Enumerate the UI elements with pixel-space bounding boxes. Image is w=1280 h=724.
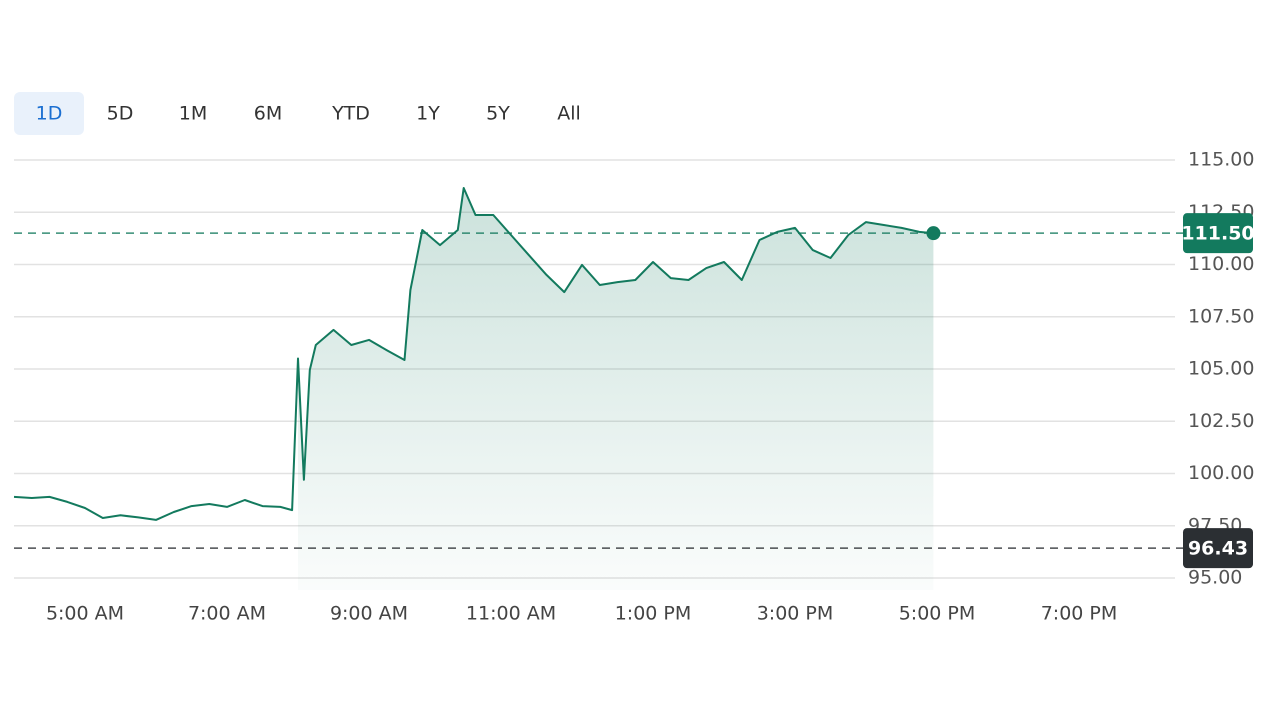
y-tick-label: 115.00 — [1188, 149, 1254, 171]
x-tick-label: 1:00 PM — [615, 603, 692, 625]
x-tick-label: 3:00 PM — [757, 603, 834, 625]
range-tab[interactable]: YTD — [331, 103, 370, 125]
y-tick-label: 102.50 — [1188, 410, 1254, 432]
x-tick-label: 7:00 AM — [188, 603, 266, 625]
range-tab[interactable]: 1M — [179, 103, 207, 125]
tab-selected-bg — [14, 92, 84, 135]
reference-label: 111.50 — [1181, 223, 1254, 245]
x-tick-label: 9:00 AM — [330, 603, 408, 625]
range-tabs: 1D 5D 1M 6M YTD 1Y 5Y All — [14, 92, 581, 135]
range-tab[interactable]: 5Y — [486, 103, 510, 125]
reference-label-bg — [1183, 213, 1253, 254]
y-tick-label: 107.50 — [1188, 305, 1254, 327]
y-tick-label: 105.00 — [1188, 358, 1254, 380]
area-fill — [298, 188, 934, 590]
reference-label: 96.43 — [1188, 538, 1248, 560]
x-tick-label: 5:00 AM — [46, 603, 124, 625]
y-tick-label: 100.00 — [1188, 462, 1254, 484]
x-tick-label: 7:00 PM — [1041, 603, 1118, 625]
range-tab[interactable]: 1D — [36, 103, 63, 125]
y-tick-label: 110.00 — [1188, 253, 1254, 275]
price-line — [13, 187, 934, 521]
x-tick-label: 11:00 AM — [466, 603, 556, 625]
range-tab[interactable]: 1Y — [416, 103, 440, 125]
range-tab[interactable]: All — [557, 103, 581, 125]
y-tick-label: 95.00 — [1188, 567, 1242, 589]
x-tick-label: 5:00 PM — [899, 603, 976, 625]
range-tab[interactable]: 5D — [107, 103, 134, 125]
last-price-dot — [926, 226, 941, 241]
range-tab[interactable]: 6M — [254, 103, 282, 125]
reference-label-bg — [1183, 528, 1253, 569]
